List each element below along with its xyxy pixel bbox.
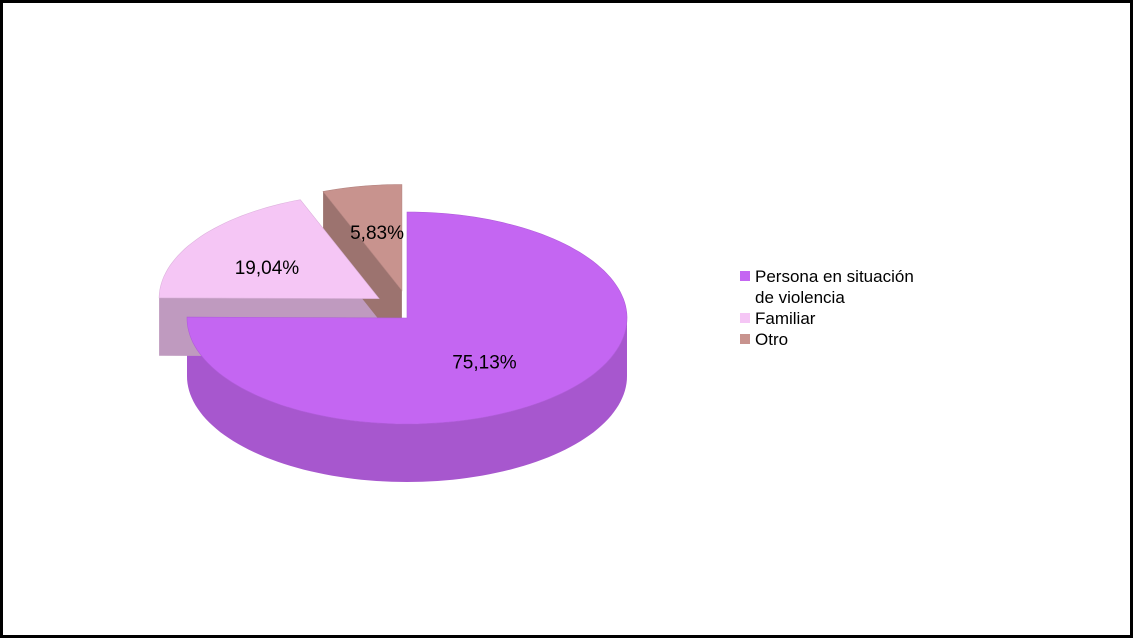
slice [158, 199, 380, 299]
legend-swatch [740, 313, 750, 323]
legend-swatch [740, 334, 750, 344]
legend-item: Familiar [740, 308, 935, 329]
legend: Persona en situación de violencia Familia… [740, 266, 935, 350]
slice-wall [323, 191, 402, 349]
data-label: 5,83% [350, 223, 404, 244]
legend-swatch [740, 271, 750, 281]
data-label: 19,04% [235, 258, 300, 279]
legend-item: Persona en situación de violencia [740, 266, 935, 308]
legend-label: Familiar [755, 309, 816, 328]
data-label: 75,13% [452, 353, 517, 374]
slice-side [187, 318, 627, 482]
slice [186, 211, 628, 425]
legend-label: Persona en situación de violencia [755, 267, 914, 307]
legend-item: Otro [740, 329, 935, 350]
legend-label: Otro [755, 330, 789, 349]
slice [322, 184, 403, 292]
